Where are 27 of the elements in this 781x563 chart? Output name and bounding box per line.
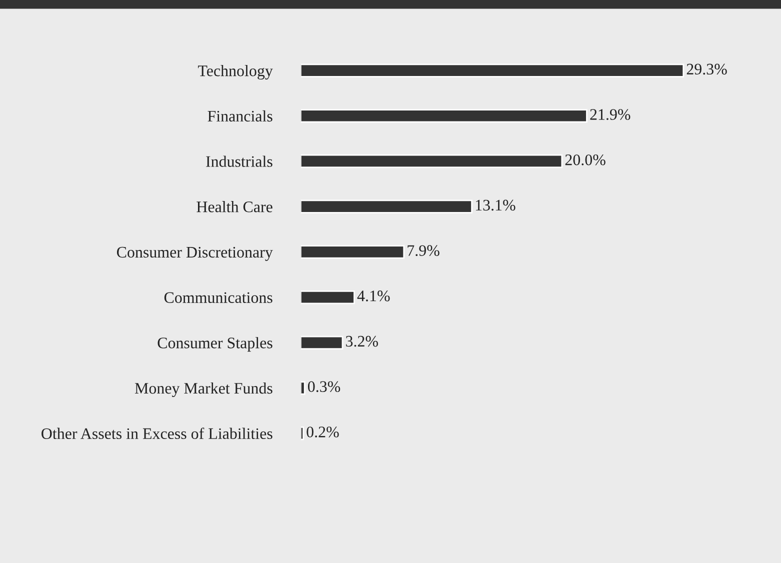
y-tick-label: Technology xyxy=(198,64,273,80)
y-tick-label: Communications xyxy=(164,292,272,303)
y-tick-label: Other Assets in Excess of Liabilities xyxy=(42,428,272,440)
y-tick-label: Money Market Funds xyxy=(134,382,272,397)
data-label: 13.1% xyxy=(476,200,516,211)
data-label: 3.2% xyxy=(346,336,378,347)
y-tick-label: Industrials xyxy=(206,156,272,167)
data-label: 29.3% xyxy=(686,64,727,75)
data-label: 21.9% xyxy=(590,109,630,120)
data-label: 7.9% xyxy=(408,245,440,256)
bar xyxy=(300,109,588,123)
bar xyxy=(300,381,306,395)
bar xyxy=(300,200,472,214)
bar xyxy=(300,154,563,168)
y-tick-label: Consumer Discretionary xyxy=(116,246,273,261)
data-label: 0.2% xyxy=(306,426,339,438)
y-tick-label: Financials xyxy=(208,110,272,122)
y-tick-label: Health Care xyxy=(196,201,272,212)
bar xyxy=(300,64,684,78)
data-label: 4.1% xyxy=(357,290,390,302)
data-label: 20.0% xyxy=(565,154,606,166)
bar xyxy=(300,245,405,259)
bar xyxy=(300,290,355,304)
data-label: 0.3% xyxy=(308,381,340,392)
bar xyxy=(300,426,304,440)
y-tick-label: Consumer Staples xyxy=(158,337,272,352)
bar xyxy=(300,336,344,350)
